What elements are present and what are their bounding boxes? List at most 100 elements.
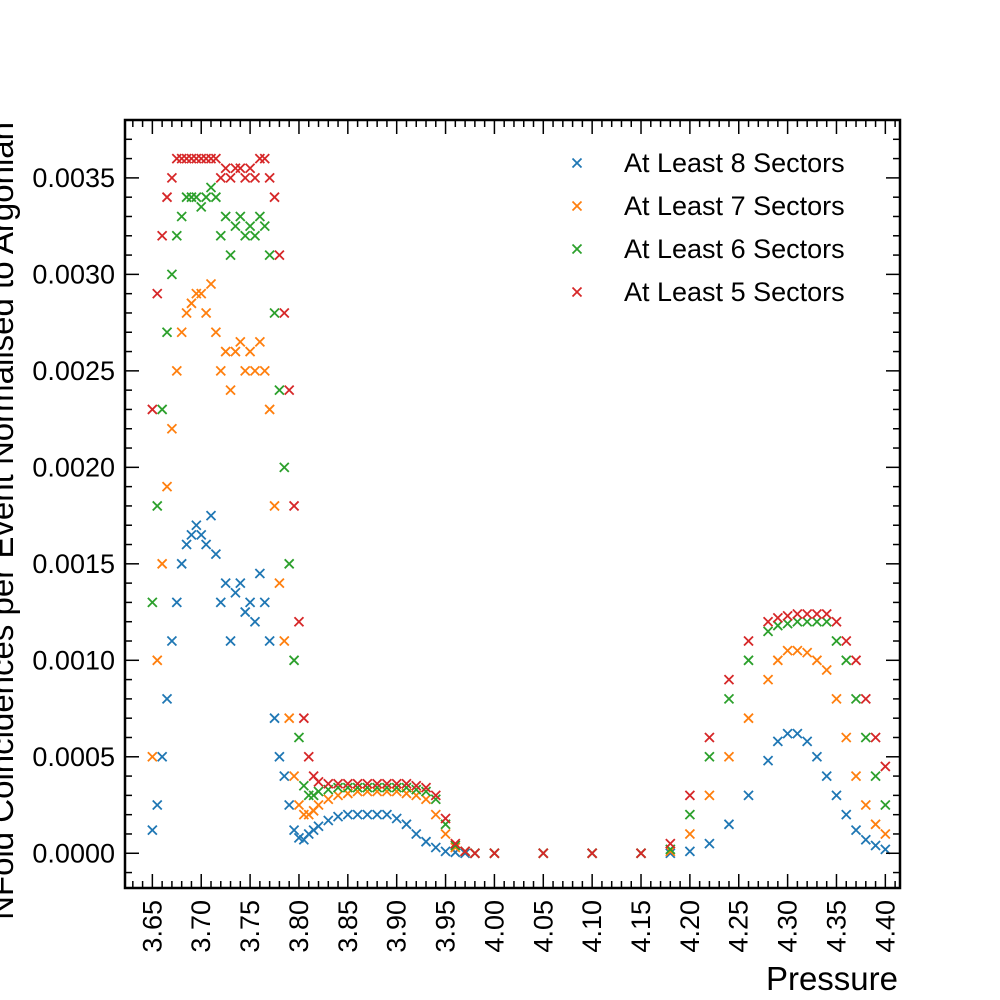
legend-item-at-least-8-sectors: At Least 8 Sectors <box>571 148 845 178</box>
point-at-least-5-sectors <box>420 782 432 793</box>
point-at-least-6-sectors <box>244 220 256 232</box>
point-at-least-6-sectors <box>352 782 363 793</box>
point-at-least-6-sectors <box>870 770 881 782</box>
point-at-least-5-sectors <box>161 192 173 203</box>
point-at-least-5-sectors <box>811 608 823 620</box>
point-at-least-5-sectors <box>269 192 280 203</box>
point-at-least-5-sectors <box>225 172 236 184</box>
point-at-least-7-sectors <box>230 346 241 357</box>
point-at-least-6-sectors <box>684 809 696 820</box>
point-at-least-6-sectors <box>152 500 163 512</box>
point-at-least-5-sectors <box>880 761 891 772</box>
point-at-least-6-sectors <box>782 618 793 629</box>
point-at-least-5-sectors <box>191 153 202 164</box>
point-at-least-8-sectors <box>841 809 852 820</box>
x-tick-label: 4.40 <box>870 900 900 953</box>
point-at-least-8-sectors <box>821 770 832 782</box>
point-at-least-6-sectors <box>860 732 871 743</box>
point-at-least-7-sectors <box>259 365 270 376</box>
point-at-least-7-sectors <box>284 713 295 724</box>
point-at-least-7-sectors <box>269 500 280 512</box>
point-at-least-6-sectors <box>254 211 266 222</box>
y-tick-label: 0.0020 <box>32 452 115 482</box>
point-at-least-8-sectors <box>723 819 735 830</box>
point-at-least-8-sectors <box>362 809 373 820</box>
point-at-least-7-sectors <box>430 809 441 820</box>
point-at-least-7-sectors <box>704 790 715 801</box>
point-at-least-8-sectors <box>401 819 412 830</box>
point-at-least-8-sectors <box>215 597 226 608</box>
point-at-least-5-sectors <box>762 616 774 627</box>
point-at-least-8-sectors <box>284 799 295 811</box>
point-at-least-7-sectors <box>743 713 754 724</box>
point-at-least-6-sectors <box>381 782 393 793</box>
point-at-least-8-sectors <box>196 529 207 541</box>
point-at-least-5-sectors <box>298 713 309 724</box>
point-at-least-7-sectors <box>181 307 192 319</box>
point-at-least-8-sectors <box>210 549 222 560</box>
point-at-least-7-sectors <box>772 655 783 666</box>
point-at-least-6-sectors <box>161 327 173 338</box>
point-at-least-8-sectors <box>205 510 217 521</box>
legend-marker-at-least-8-sectors <box>571 157 583 169</box>
point-at-least-6-sectors <box>841 655 852 666</box>
legend-label: At Least 5 Sectors <box>624 277 845 307</box>
point-at-least-7-sectors <box>161 481 173 492</box>
point-at-least-8-sectors <box>249 616 261 627</box>
point-at-least-7-sectors <box>166 423 178 434</box>
point-at-least-6-sectors <box>342 782 353 793</box>
point-at-least-5-sectors <box>870 732 881 743</box>
legend-marker-at-least-5-sectors <box>571 286 583 298</box>
point-at-least-8-sectors <box>381 809 393 820</box>
legend-marker-at-least-7-sectors <box>571 200 583 212</box>
point-at-least-7-sectors <box>293 799 305 811</box>
series-at-least-5-sectors <box>147 153 891 859</box>
point-at-least-7-sectors <box>274 577 285 589</box>
point-at-least-5-sectors <box>723 674 735 685</box>
point-at-least-8-sectors <box>352 809 363 820</box>
point-at-least-7-sectors <box>381 786 393 797</box>
point-at-least-6-sectors <box>249 230 261 241</box>
point-at-least-5-sectors <box>323 778 334 789</box>
point-at-least-5-sectors <box>235 163 246 174</box>
point-at-least-7-sectors <box>870 819 881 830</box>
y-axis-title: NFold Coincidences per Event Normalised … <box>0 122 20 920</box>
point-at-least-8-sectors <box>391 813 402 824</box>
point-at-least-7-sectors <box>450 842 461 853</box>
point-at-least-6-sectors <box>215 230 226 241</box>
point-at-least-7-sectors <box>811 655 823 666</box>
point-at-least-8-sectors <box>459 848 471 859</box>
point-at-least-8-sectors <box>254 568 266 579</box>
point-at-least-8-sectors <box>259 597 270 608</box>
y-tick-label: 0.0025 <box>32 356 115 386</box>
point-at-least-6-sectors <box>274 385 285 396</box>
point-at-least-6-sectors <box>743 655 754 666</box>
point-at-least-5-sectors <box>704 732 715 743</box>
point-at-least-8-sectors <box>157 751 168 762</box>
x-tick-label: 3.95 <box>431 900 461 953</box>
point-at-least-5-sectors <box>352 778 363 789</box>
point-at-least-5-sectors <box>249 172 261 184</box>
point-at-least-8-sectors <box>772 736 783 747</box>
point-at-least-6-sectors <box>792 616 803 627</box>
point-at-least-5-sectors <box>166 172 178 184</box>
point-at-least-6-sectors <box>704 751 715 762</box>
point-at-least-7-sectors <box>147 751 158 762</box>
x-tick-label: 4.00 <box>479 900 509 953</box>
point-at-least-7-sectors <box>850 770 862 782</box>
point-at-least-6-sectors <box>298 780 309 791</box>
point-at-least-8-sectors <box>762 755 774 766</box>
point-at-least-8-sectors <box>411 828 422 840</box>
x-axis-title: Pressure <box>766 960 898 997</box>
point-at-least-7-sectors <box>152 655 163 666</box>
point-at-least-6-sectors <box>831 635 842 647</box>
point-at-least-7-sectors <box>235 336 246 348</box>
point-at-least-6-sectors <box>284 558 295 569</box>
point-at-least-6-sectors <box>205 182 217 193</box>
point-at-least-6-sectors <box>723 693 735 705</box>
point-at-least-7-sectors <box>215 365 226 376</box>
point-at-least-8-sectors <box>792 728 803 739</box>
point-at-least-5-sectors <box>665 838 676 849</box>
point-at-least-6-sectors <box>293 732 305 743</box>
